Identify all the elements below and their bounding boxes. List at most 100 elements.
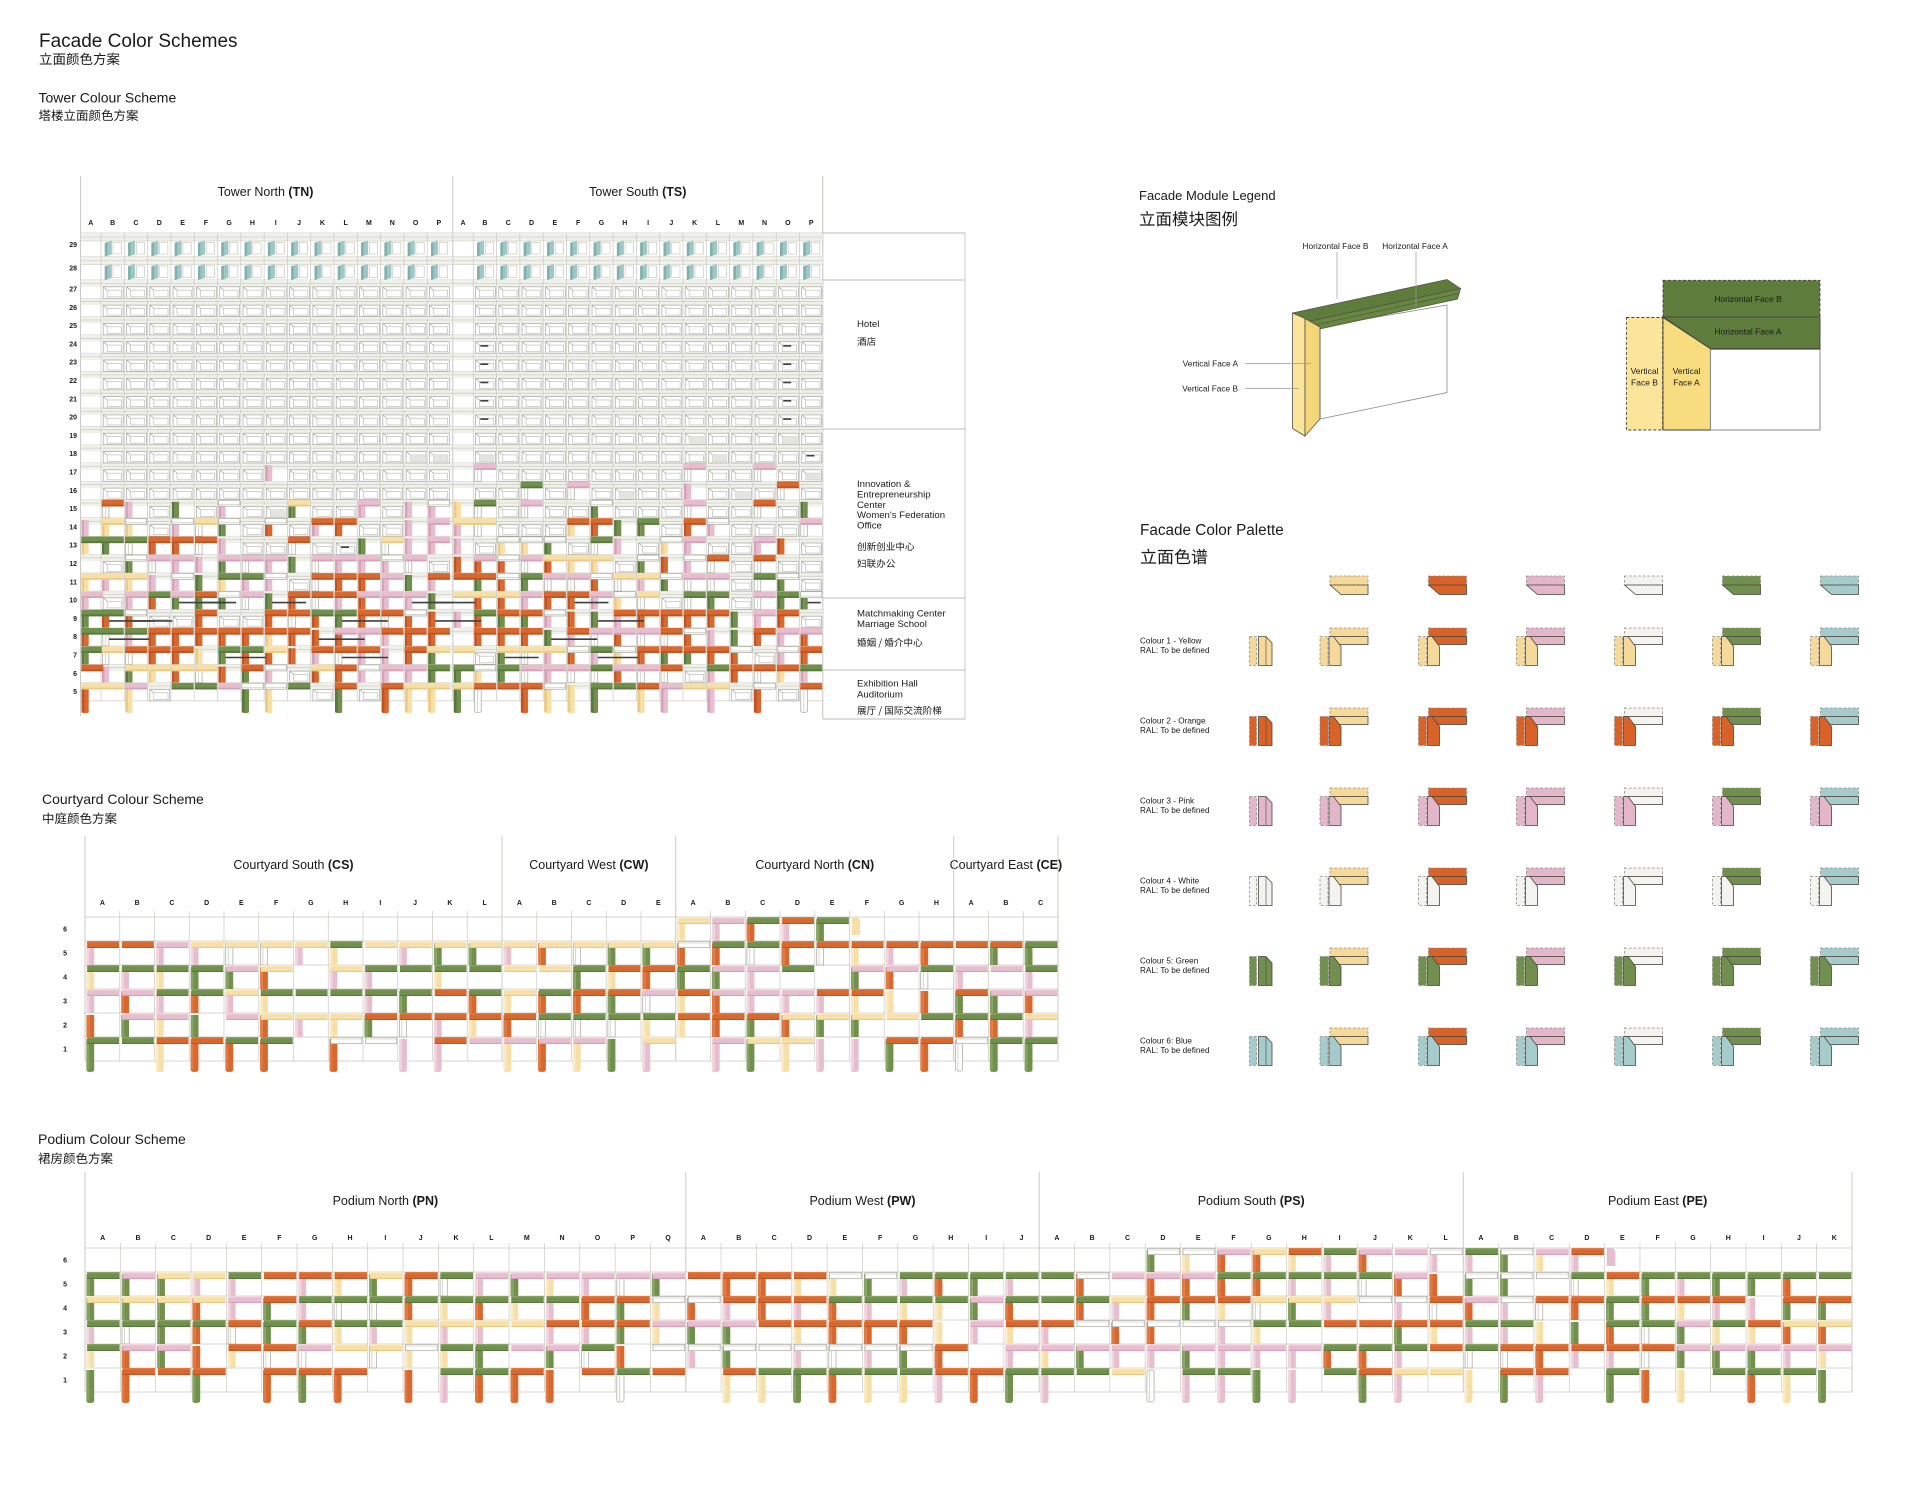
svg-text:E: E <box>239 900 244 907</box>
svg-text:18: 18 <box>69 451 77 458</box>
svg-text:5: 5 <box>63 950 67 957</box>
svg-text:J: J <box>413 900 417 907</box>
svg-text:6: 6 <box>63 926 67 933</box>
svg-text:Colour 6: Blue: Colour 6: Blue <box>1140 1037 1192 1046</box>
svg-text:F: F <box>878 1235 883 1242</box>
svg-text:10: 10 <box>69 598 77 605</box>
svg-text:Colour 1 - Yellow: Colour 1 - Yellow <box>1140 637 1202 646</box>
svg-text:H: H <box>343 900 348 907</box>
svg-text:B: B <box>1090 1235 1095 1242</box>
svg-text:E: E <box>180 220 185 227</box>
svg-text:B: B <box>1514 1235 1519 1242</box>
svg-text:B: B <box>482 220 487 227</box>
svg-text:Facade Color Schemes: Facade Color Schemes <box>39 31 238 52</box>
svg-text:Face B: Face B <box>1631 378 1658 388</box>
svg-text:Podium East (PE): Podium East (PE) <box>1608 1194 1707 1208</box>
svg-text:Face A: Face A <box>1673 378 1700 388</box>
svg-text:A: A <box>517 900 522 907</box>
svg-text:15: 15 <box>69 506 77 513</box>
svg-text:I: I <box>985 1235 987 1242</box>
svg-text:9: 9 <box>73 616 77 623</box>
svg-text:D: D <box>1160 1235 1165 1242</box>
svg-text:G: G <box>599 220 605 227</box>
svg-text:3: 3 <box>63 1329 67 1336</box>
svg-text:I: I <box>379 900 381 907</box>
svg-text:Vertical Face A: Vertical Face A <box>1183 359 1239 369</box>
svg-text:C: C <box>586 900 591 907</box>
svg-text:J: J <box>419 1235 423 1242</box>
svg-text:G: G <box>226 220 232 227</box>
svg-text:F: F <box>274 900 279 907</box>
svg-text:F: F <box>204 220 209 227</box>
svg-text:J: J <box>297 220 301 227</box>
svg-text:Facade Module Legend: Facade Module Legend <box>1139 188 1276 203</box>
svg-text:J: J <box>1020 1235 1024 1242</box>
svg-text:F: F <box>865 900 870 907</box>
svg-text:Women's Federation: Women's Federation <box>857 510 945 521</box>
svg-text:RAL: To be defined: RAL: To be defined <box>1140 806 1210 815</box>
svg-text:Podium North (PN): Podium North (PN) <box>333 1194 439 1208</box>
svg-text:G: G <box>913 1235 919 1242</box>
svg-text:E: E <box>656 900 661 907</box>
svg-text:Colour 4 - White: Colour 4 - White <box>1140 877 1200 886</box>
svg-text:27: 27 <box>69 286 77 293</box>
svg-text:Courtyard South (CS): Courtyard South (CS) <box>233 858 353 872</box>
svg-text:P: P <box>809 220 814 227</box>
svg-text:Courtyard East (CE): Courtyard East (CE) <box>950 858 1063 872</box>
svg-text:Colour 2 - Orange: Colour 2 - Orange <box>1140 717 1206 726</box>
svg-text:I: I <box>647 220 649 227</box>
svg-text:F: F <box>576 220 581 227</box>
svg-text:G: G <box>1266 1235 1272 1242</box>
svg-text:E: E <box>830 900 835 907</box>
svg-text:Marriage School: Marriage School <box>857 619 927 630</box>
svg-text:L: L <box>716 220 721 227</box>
svg-text:C: C <box>171 1235 176 1242</box>
svg-text:K: K <box>692 220 697 227</box>
svg-text:5: 5 <box>73 689 77 696</box>
svg-text:RAL: To be defined: RAL: To be defined <box>1140 646 1210 655</box>
svg-text:C: C <box>506 220 511 227</box>
svg-text:Tower South (TS): Tower South (TS) <box>589 185 686 199</box>
svg-text:E: E <box>1196 1235 1201 1242</box>
svg-text:K: K <box>447 900 452 907</box>
svg-text:M: M <box>524 1235 530 1242</box>
svg-text:1: 1 <box>63 1377 67 1384</box>
svg-text:I: I <box>1763 1235 1765 1242</box>
svg-text:H: H <box>250 220 255 227</box>
svg-text:B: B <box>736 1235 741 1242</box>
svg-text:G: G <box>1690 1235 1696 1242</box>
svg-text:Courtyard West (CW): Courtyard West (CW) <box>529 858 648 872</box>
svg-text:G: G <box>308 900 314 907</box>
svg-text:A: A <box>969 900 974 907</box>
svg-text:Entrepreneurship: Entrepreneurship <box>857 489 931 500</box>
svg-text:M: M <box>366 220 372 227</box>
svg-text:1: 1 <box>63 1046 67 1053</box>
svg-text:C: C <box>1038 900 1043 907</box>
svg-text:13: 13 <box>69 543 77 550</box>
svg-text:D: D <box>206 1235 211 1242</box>
svg-text:RAL: To be defined: RAL: To be defined <box>1140 966 1210 975</box>
svg-text:O: O <box>413 220 419 227</box>
svg-text:J: J <box>669 220 673 227</box>
svg-text:Colour 5: Green: Colour 5: Green <box>1140 957 1199 966</box>
svg-text:I: I <box>275 220 277 227</box>
svg-text:H: H <box>934 900 939 907</box>
svg-text:D: D <box>529 220 534 227</box>
svg-text:25: 25 <box>69 323 77 330</box>
svg-text:A: A <box>1054 1235 1059 1242</box>
svg-text:N: N <box>560 1235 565 1242</box>
svg-text:B: B <box>725 900 730 907</box>
svg-text:Facade Color Palette: Facade Color Palette <box>1140 522 1284 539</box>
svg-text:H: H <box>348 1235 353 1242</box>
svg-text:RAL: To be defined: RAL: To be defined <box>1140 1046 1210 1055</box>
svg-text:6: 6 <box>63 1257 67 1264</box>
svg-text:22: 22 <box>69 378 77 385</box>
svg-text:Q: Q <box>665 1235 671 1242</box>
svg-text:B: B <box>552 900 557 907</box>
svg-text:12: 12 <box>69 561 77 568</box>
svg-text:A: A <box>701 1235 706 1242</box>
svg-text:A: A <box>691 900 696 907</box>
svg-text:Podium West (PW): Podium West (PW) <box>809 1194 915 1208</box>
svg-text:8: 8 <box>73 634 77 641</box>
svg-text:20: 20 <box>69 415 77 422</box>
